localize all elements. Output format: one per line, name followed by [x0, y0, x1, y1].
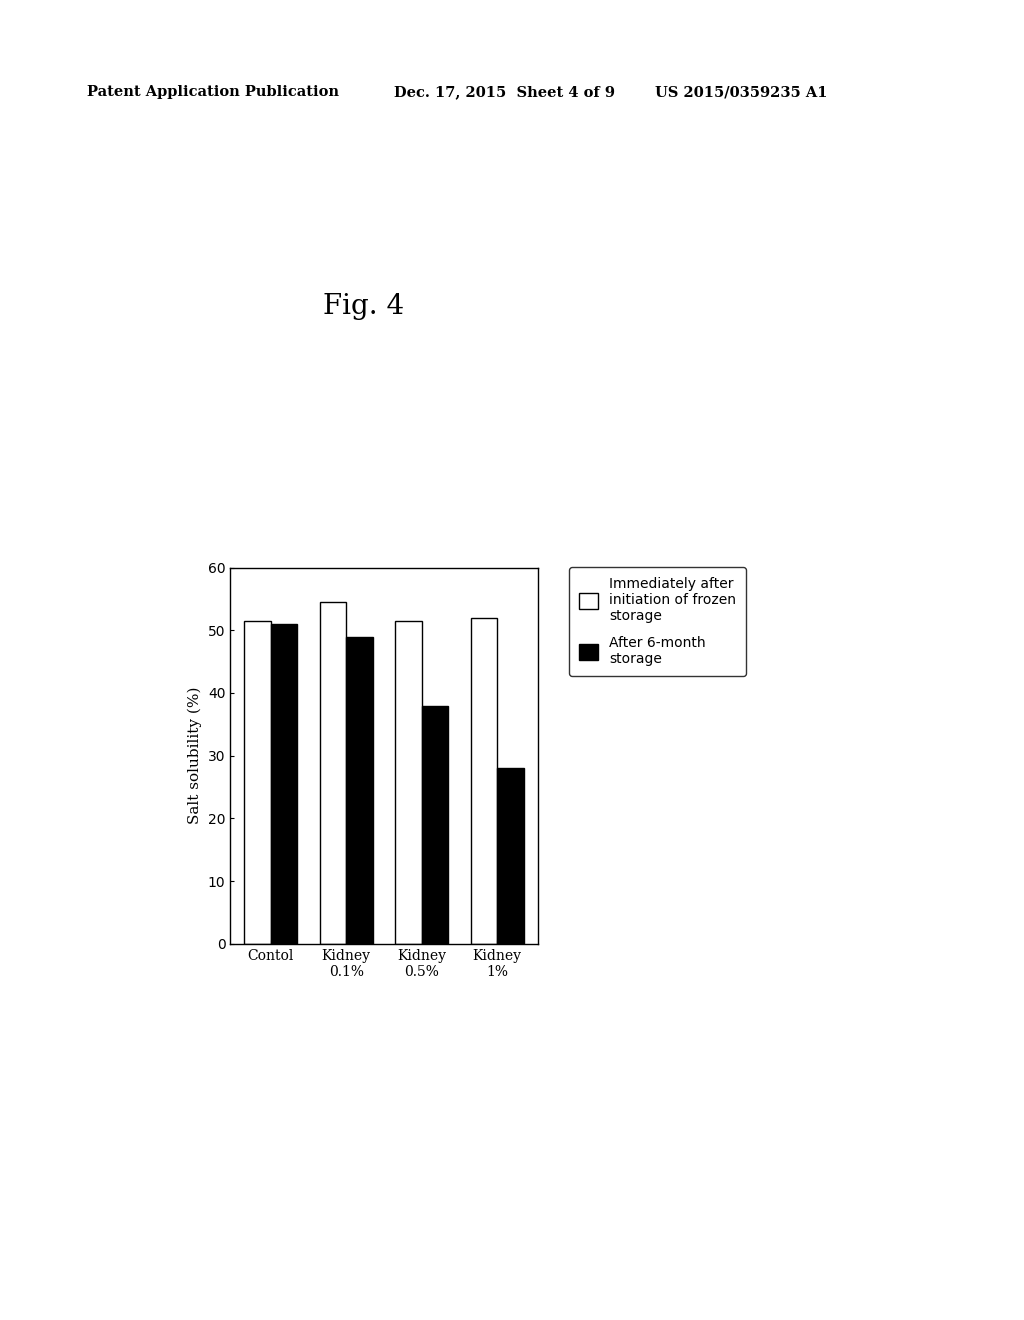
Bar [245, 620, 270, 944]
Bar [471, 618, 498, 944]
Bar [395, 620, 422, 944]
Bar [498, 768, 523, 944]
Text: Patent Application Publication: Patent Application Publication [87, 86, 339, 99]
Text: Dec. 17, 2015  Sheet 4 of 9: Dec. 17, 2015 Sheet 4 of 9 [394, 86, 615, 99]
Y-axis label: Salt solubility (%): Salt solubility (%) [188, 686, 203, 825]
Legend: Immediately after
initiation of frozen
storage, After 6-month
storage: Immediately after initiation of frozen s… [569, 568, 746, 676]
Bar [422, 705, 449, 944]
Bar [346, 636, 373, 944]
Text: US 2015/0359235 A1: US 2015/0359235 A1 [655, 86, 827, 99]
Text: Fig. 4: Fig. 4 [323, 293, 404, 319]
Bar [270, 624, 297, 944]
Bar [319, 602, 346, 944]
